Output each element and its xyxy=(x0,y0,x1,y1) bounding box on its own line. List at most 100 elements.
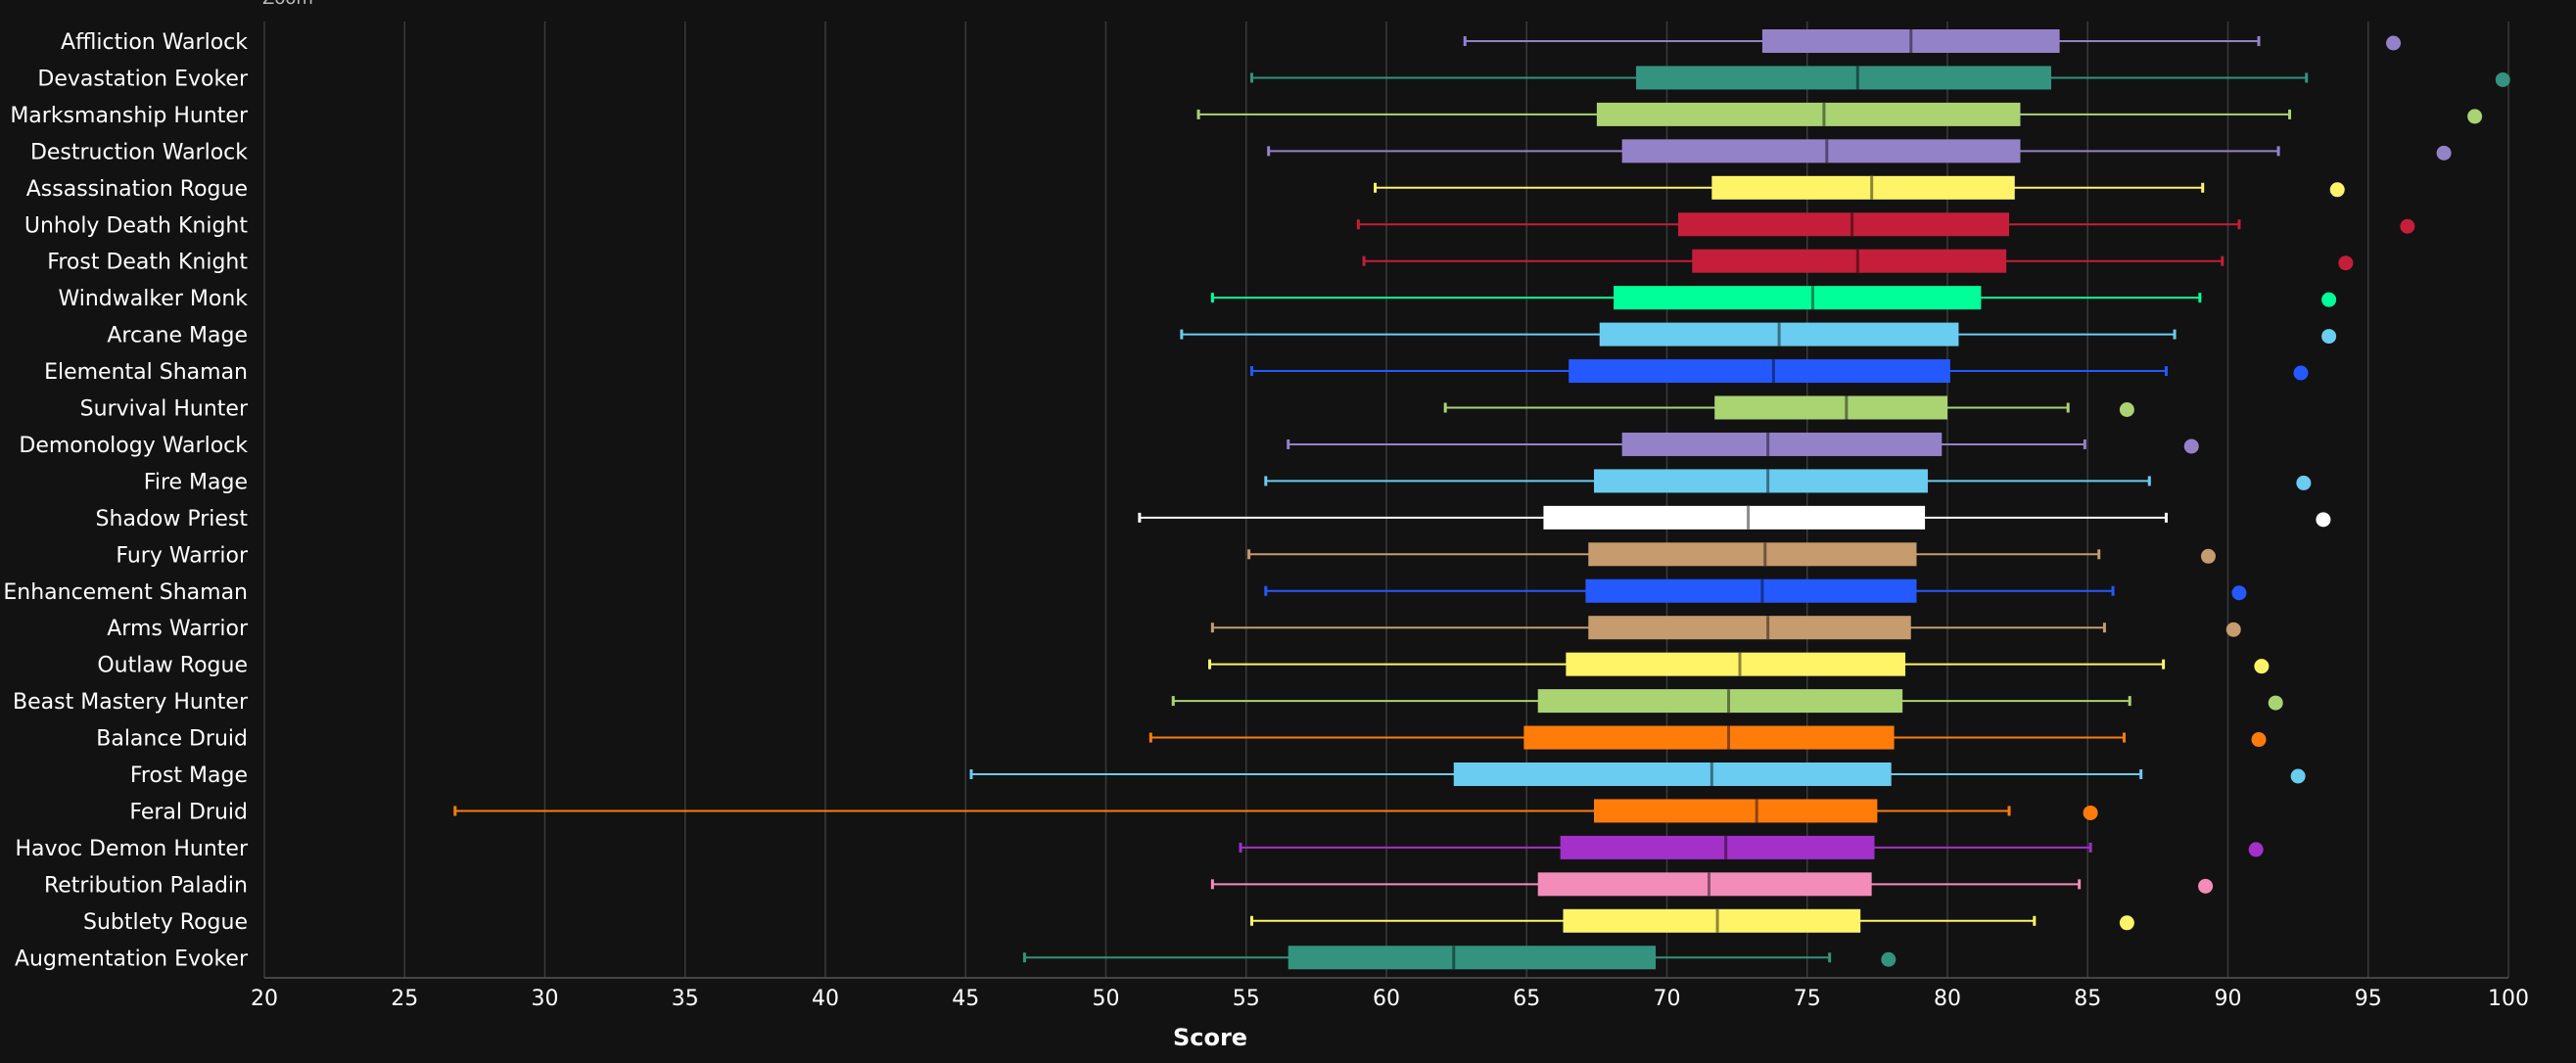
iqr-box xyxy=(1569,359,1950,384)
iqr-box xyxy=(1566,652,1906,676)
iqr-box xyxy=(1588,542,1917,567)
category-label: Arms Warrior xyxy=(107,617,249,641)
category-label: Subtlety Rogue xyxy=(83,910,248,935)
x-tick-label: 100 xyxy=(2488,987,2529,1011)
iqr-box xyxy=(1453,763,1892,786)
box-row xyxy=(1208,652,2270,676)
outlier-point xyxy=(2119,915,2134,931)
outlier-point xyxy=(2296,475,2312,490)
box-row xyxy=(1196,102,2483,126)
x-axis-title: Score xyxy=(1173,1024,1247,1051)
box-row xyxy=(1264,469,2312,493)
box-row xyxy=(1210,616,2241,640)
iqr-box xyxy=(1692,249,2007,273)
box-row xyxy=(1249,66,2510,90)
category-label: Balance Druid xyxy=(96,727,248,752)
category-label: Unholy Death Knight xyxy=(24,213,248,238)
category-label: Enhancement Shaman xyxy=(3,580,248,605)
box-row xyxy=(1249,359,2309,384)
iqr-box xyxy=(1594,469,1928,493)
box-row xyxy=(1356,212,2415,237)
x-tick-label: 35 xyxy=(672,987,699,1011)
outlier-point xyxy=(2119,402,2134,417)
outlier-point xyxy=(2436,145,2452,161)
iqr-box xyxy=(1614,286,1982,310)
category-label: Frost Mage xyxy=(130,763,248,788)
category-label: Augmentation Evoker xyxy=(15,947,249,971)
outlier-point xyxy=(2225,622,2241,637)
outlier-point xyxy=(2293,365,2309,381)
x-tick-label: 50 xyxy=(1093,987,1120,1011)
x-tick-label: 95 xyxy=(2355,987,2382,1011)
iqr-box xyxy=(1635,66,2052,90)
box-row xyxy=(1138,505,2331,530)
box-row xyxy=(1210,872,2214,897)
x-tick-label: 85 xyxy=(2074,987,2101,1011)
outlier-point xyxy=(2321,329,2337,345)
category-label: Outlaw Rogue xyxy=(97,654,248,678)
box-row xyxy=(1148,725,2267,750)
outlier-point xyxy=(2400,218,2415,234)
iqr-box xyxy=(1594,799,1878,823)
iqr-box xyxy=(1585,578,1917,603)
iqr-box xyxy=(1288,946,1657,970)
x-tick-label: 25 xyxy=(391,987,418,1011)
category-label: Assassination Rogue xyxy=(26,177,248,202)
box-row xyxy=(1287,432,2199,456)
outlier-point xyxy=(2329,182,2345,198)
box-row xyxy=(1249,908,2134,933)
category-label: Affliction Warlock xyxy=(61,30,248,55)
category-label: Demonology Warlock xyxy=(19,434,248,458)
x-tick-label: 65 xyxy=(1513,987,1540,1011)
x-tick-label: 70 xyxy=(1654,987,1681,1011)
outlier-point xyxy=(2495,71,2510,87)
box-row xyxy=(1180,322,2337,347)
box-row xyxy=(1463,29,2402,53)
outlier-point xyxy=(2248,842,2264,857)
category-label: Fury Warrior xyxy=(116,543,249,568)
outlier-point xyxy=(2338,255,2354,271)
category-label: Survival Hunter xyxy=(80,397,249,422)
iqr-box xyxy=(1677,212,2010,237)
box-row xyxy=(453,799,2098,823)
box-row xyxy=(1374,175,2345,200)
category-label: Frost Death Knight xyxy=(47,251,248,275)
x-tick-label: 80 xyxy=(1934,987,1961,1011)
x-tick-label: 75 xyxy=(1794,987,1821,1011)
iqr-box xyxy=(1621,432,1943,456)
iqr-box xyxy=(1714,395,1947,420)
box-row xyxy=(1362,249,2354,273)
category-labels: Affliction Warlock Devastation Evoker Mark… xyxy=(3,30,249,971)
category-label: Shadow Priest xyxy=(96,507,249,532)
box-series xyxy=(453,29,2510,970)
x-tick-label: 30 xyxy=(532,987,559,1011)
box-row xyxy=(1264,578,2247,603)
category-label: Destruction Warlock xyxy=(30,140,248,164)
box-row xyxy=(1443,395,2134,420)
box-row xyxy=(1210,286,2337,310)
box-row xyxy=(1022,946,1897,970)
iqr-box xyxy=(1560,835,1875,859)
x-tick-label: 45 xyxy=(952,987,979,1011)
outlier-point xyxy=(2083,805,2098,820)
outlier-point xyxy=(2183,439,2199,454)
x-tick-label: 20 xyxy=(251,987,278,1011)
iqr-box xyxy=(1563,908,1861,933)
category-label: Marksmanship Hunter xyxy=(10,104,249,128)
iqr-box xyxy=(1537,689,1903,714)
outlier-point xyxy=(2254,659,2270,674)
outlier-point xyxy=(2321,292,2337,307)
outlier-point xyxy=(2386,35,2402,51)
box-row xyxy=(1171,689,2283,714)
iqr-box xyxy=(1621,139,2021,163)
outlier-point xyxy=(2200,548,2216,564)
zoom-label: Zoom xyxy=(262,0,313,9)
iqr-box xyxy=(1596,102,2021,126)
outlier-point xyxy=(2316,512,2331,528)
outlier-point xyxy=(2198,878,2214,894)
outlier-point xyxy=(2268,695,2283,711)
category-label: Feral Druid xyxy=(129,800,248,824)
x-tick-label: 55 xyxy=(1233,987,1260,1011)
